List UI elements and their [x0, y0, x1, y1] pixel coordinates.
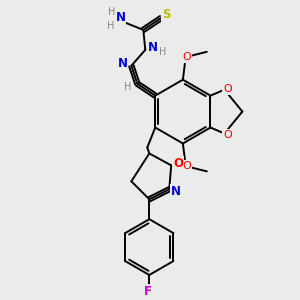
Text: O: O [182, 161, 191, 171]
Text: O: O [223, 84, 232, 94]
Text: H: H [159, 47, 166, 57]
Text: S: S [162, 8, 170, 21]
Text: N: N [116, 11, 125, 24]
Text: H: H [108, 7, 115, 17]
Text: H: H [107, 21, 114, 31]
Text: O: O [182, 52, 191, 62]
Text: O: O [173, 157, 183, 170]
Text: N: N [148, 41, 158, 54]
Text: N: N [171, 185, 181, 198]
Text: F: F [144, 285, 152, 298]
Text: H: H [124, 82, 131, 92]
Text: O: O [223, 130, 232, 140]
Text: N: N [117, 57, 128, 70]
